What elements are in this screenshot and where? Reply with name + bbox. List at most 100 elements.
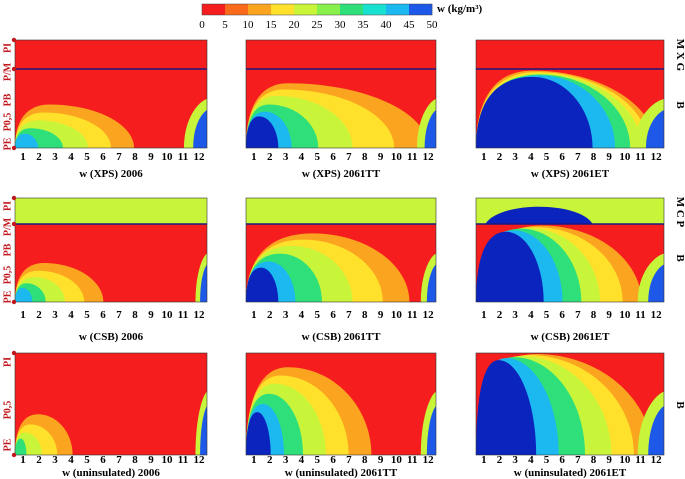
month-tick-label: 4 [528,309,534,321]
month-tick-label: 6 [330,454,336,466]
layer-label: M X G [674,39,685,72]
legend-swatch [202,4,226,15]
moisture-contour [15,133,39,148]
moisture-contour [193,110,207,148]
y-label-pm: P/M [2,62,13,81]
month-tick-label: 7 [575,151,581,163]
panel-title: w (XPS) 2061ET [531,168,610,180]
month-tick-label: 10 [619,454,631,466]
y-label-pe: PE [2,137,13,150]
y-label-pi: PI [2,357,13,367]
moisture-contour [645,110,664,148]
month-tick-label: 11 [407,454,417,466]
legend-tick-label: 5 [222,19,228,31]
moisture-contour [648,264,664,302]
month-tick-label: 5 [315,309,321,321]
legend-tick-label: 20 [289,19,301,31]
y-label-p05: P0,5 [2,401,13,420]
month-tick-label: 9 [378,309,384,321]
month-tick-label: 12 [423,454,435,466]
month-tick-label: 11 [635,151,645,163]
legend-swatch [294,4,318,15]
layer-marker [11,299,17,305]
month-tick-label: 3 [283,309,289,321]
legend-title: w (kg/m³) [437,3,482,15]
y-label-pm: P/M [2,217,13,236]
month-tick-label: 1 [481,151,487,163]
panel-title: w (CSB) 2061ET [531,331,611,343]
panel-title: w (XPS) 2006 [79,168,143,180]
month-tick-label: 6 [100,309,106,321]
legend-tick-label: 40 [381,19,393,31]
month-tick-label: 4 [68,151,74,163]
panel-frame [14,197,208,303]
heatmap-panel: 1 2 3 4 5 6 7 8 9 10 11 12w (uninsulated) 2006 [14,352,208,479]
month-tick-label: 5 [84,454,90,466]
month-tick-label: 11 [178,151,188,163]
month-tick-label: 2 [497,151,503,163]
colorbar-legend: 0 5 10 15 20 25 30 35 40 45 50 w (kg/m³) [199,3,482,31]
month-tick-label: 7 [116,309,122,321]
layer-label: B [674,101,685,109]
month-tick-label: 2 [267,454,273,466]
panel-title: w (CSB) 2061TT [302,331,382,343]
month-tick-label: 5 [315,151,321,163]
month-tick-label: 9 [148,151,154,163]
month-tick-label: 4 [528,151,534,163]
month-tick-label: 8 [591,151,597,163]
month-tick-label: 1 [251,454,257,466]
panel-frame [245,39,437,149]
month-tick-label: 9 [378,454,384,466]
moisture-contour [246,116,279,148]
legend-tick-label: 30 [335,19,347,31]
moisture-contour [426,264,436,302]
moisture-contour [648,406,664,455]
month-tick-label: 7 [346,309,352,321]
month-tick-label: 3 [512,151,518,163]
top-layer-band [246,40,436,69]
moisture-contour [424,110,436,148]
legend-swatch [409,4,433,15]
month-tick-label: 1 [481,309,487,321]
month-tick-label: 4 [299,309,305,321]
month-tick-label: 10 [619,151,631,163]
month-tick-label: 6 [559,151,565,163]
month-tick-label: 12 [651,151,663,163]
month-tick-label: 12 [651,309,663,321]
month-tick-label: 8 [362,151,368,163]
moisture-contour [246,267,279,302]
month-tick-label: 11 [178,309,188,321]
month-tick-label: 1 [251,309,257,321]
moisture-contour [476,76,593,148]
y-label-pb: PB [2,243,13,256]
legend-tick-label: 50 [427,19,439,31]
heatmap-panel: 1 2 3 4 5 6 7 8 9 10 11 12w (CSB) 2061ET [475,197,665,343]
month-tick-label: 6 [100,151,106,163]
top-layer-band [15,198,207,224]
month-tick-label: 6 [330,151,336,163]
y-label-p05: P0,5 [2,266,13,285]
month-tick-label: 11 [178,454,188,466]
moisture-contour [426,406,436,455]
month-tick-label: 12 [651,454,663,466]
month-tick-label: 7 [346,151,352,163]
month-tick-label: 8 [132,309,138,321]
panel-frame [475,352,665,456]
legend-swatch [386,4,410,15]
month-tick-label: 5 [84,151,90,163]
month-tick-label: 3 [512,454,518,466]
month-tick-label: 7 [575,454,581,466]
month-tick-label: 1 [20,309,26,321]
y-label-pi: PI [2,201,13,211]
panel-frame [475,39,665,149]
legend-swatch [317,4,341,15]
month-tick-label: 1 [20,151,26,163]
top-layer-band [246,198,436,224]
heatmap-panel: 1 2 3 4 5 6 7 8 9 10 11 12w (uninsulated) 2061ET [475,352,665,479]
month-tick-label: 10 [391,151,403,163]
month-tick-label: 6 [330,309,336,321]
month-tick-label: 2 [267,309,273,321]
panel-title: w (CSB) 2006 [79,331,144,343]
legend-tick-label: 0 [199,19,205,31]
month-tick-label: 2 [36,151,42,163]
